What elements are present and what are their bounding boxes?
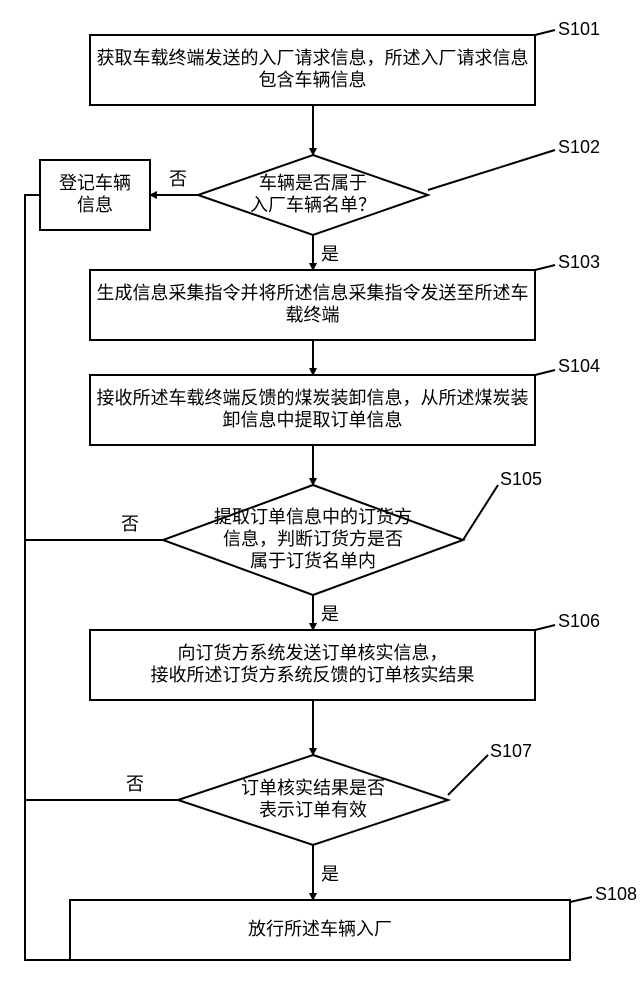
edge-e-lead-108 [570,897,592,902]
edge-label-e3: 否 [169,169,187,189]
edge-label-e8: 否 [121,514,139,534]
node-text-s103-0: 生成信息采集指令并将所述信息采集指令发送至所述车 [97,283,529,303]
edge-label-e11: 否 [126,774,144,794]
edge-e-lead-105 [463,485,498,540]
node-text-d107-1: 表示订单有效 [259,800,367,820]
step-label-L107: S107 [490,741,532,761]
edge-e-lead-102 [428,150,555,190]
node-text-s104-1: 卸信息中提取订单信息 [223,410,403,430]
node-text-s106-0: 向订货方系统发送订单核实信息， [178,643,448,663]
edge-e-lead-103 [535,265,555,270]
node-text-s101-0: 获取车载终端发送的入厂请求信息，所述入厂请求信息 [97,48,529,68]
node-text-d105-1: 信息，判断订货方是否 [223,529,403,549]
node-text-reg-1: 信息 [77,195,113,215]
edge-e4 [25,195,70,960]
node-text-d102-0: 车辆是否属于 [259,173,367,193]
flowchart: 是否是否是否获取车载终端发送的入厂请求信息，所述入厂请求信息包含车辆信息登记车辆… [0,0,643,1000]
step-label-L108: S108 [595,884,637,904]
step-label-L106: S106 [558,611,600,631]
edge-e-lead-107 [448,755,488,795]
edge-e-lead-106 [535,625,555,630]
edge-label-e2: 是 [321,244,339,264]
step-label-L104: S104 [558,356,600,376]
edge-e-lead-104 [535,370,555,375]
node-text-d102-1: 入厂车辆名单？ [250,195,376,215]
node-text-s106-1: 接收所述订货方系统反馈的订单核实结果 [151,665,475,685]
step-label-L105: S105 [500,469,542,489]
node-text-d105-0: 提取订单信息中的订货方 [214,507,412,527]
node-text-d107-0: 订单核实结果是否 [241,778,385,798]
node-text-reg-0: 登记车辆 [59,173,131,193]
node-text-s108-0: 放行所述车辆入厂 [248,919,392,939]
step-label-L102: S102 [558,137,600,157]
node-text-s103-1: 载终端 [286,305,340,325]
step-label-L103: S103 [558,252,600,272]
edge-label-e7: 是 [321,604,339,624]
edge-label-e10: 是 [321,864,339,884]
step-label-L101: S101 [558,19,600,39]
node-text-d105-2: 属于订货名单内 [250,551,376,571]
node-text-s101-1: 包含车辆信息 [259,70,367,90]
edge-e-lead-101 [535,30,555,35]
node-text-s104-0: 接收所述车载终端反馈的煤炭装卸信息，从所述煤炭装 [97,388,529,408]
